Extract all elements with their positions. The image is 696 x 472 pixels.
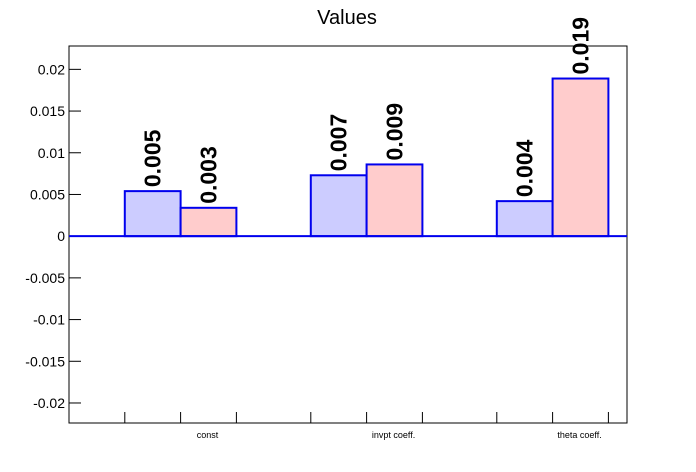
y-tick-label: 0.01 [38, 145, 65, 161]
value-label: 0.007 [326, 114, 352, 172]
y-tick-label: -0.015 [25, 353, 65, 369]
y-tick-label: 0 [57, 228, 65, 244]
y-tick-label: 0.02 [38, 61, 65, 77]
bar [365, 163, 424, 238]
bar [495, 200, 554, 238]
y-tick-label: -0.01 [33, 312, 65, 328]
plot-frame [68, 45, 628, 424]
bar [309, 174, 368, 238]
bar [551, 77, 610, 238]
value-label: 0.019 [568, 17, 594, 75]
y-tick-label: -0.02 [33, 395, 65, 411]
y-tick-label: 0.005 [30, 186, 65, 202]
x-tick-label: invpt coeff. [372, 430, 415, 440]
x-tick-label: const [197, 430, 219, 440]
value-label: 0.009 [382, 103, 408, 161]
y-tick-label: -0.005 [25, 270, 65, 286]
bar [179, 206, 238, 238]
value-label: 0.003 [196, 146, 222, 204]
bar [123, 190, 182, 238]
chart-title: Values [317, 7, 377, 29]
y-tick-label: 0.015 [30, 103, 65, 119]
value-label: 0.005 [140, 129, 166, 187]
value-label: 0.004 [512, 139, 538, 197]
x-tick-label: theta coeff. [557, 430, 601, 440]
